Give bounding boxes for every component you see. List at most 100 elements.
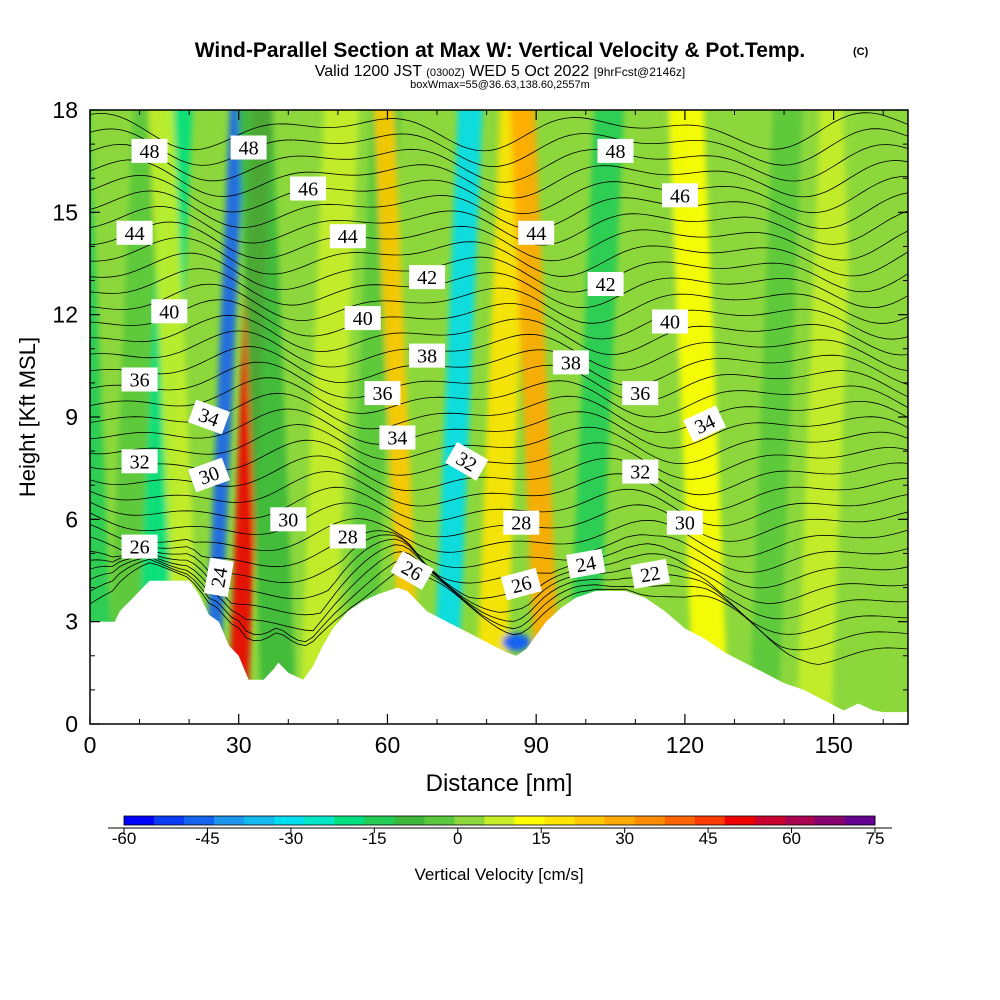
colorbar-swatch [754,816,786,825]
contour-label-text: 34 [387,428,407,450]
contour-label-text: 24 [574,552,598,577]
contour-label: 24 [565,548,606,579]
isentrope-line [90,471,908,511]
contour-label-text: 36 [130,370,150,392]
colorbar-tick-label: -60 [112,829,137,848]
colorbar-swatch [304,816,335,825]
contour-label-text: 24 [207,566,232,590]
contour-label-text: 48 [140,141,160,163]
y-tick-label: 12 [52,302,78,328]
colorbar-swatch [484,816,516,825]
chart-subtitle: Valid 1200 JST (0300Z) WED 5 Oct 2022 [9… [315,63,686,80]
contour-label-text: 22 [639,562,663,587]
isentrope-line [90,439,908,480]
colorbar-tick-label: 30 [615,829,634,848]
velocity-band [570,110,624,629]
isentrope-line [90,221,908,262]
colorbar-swatch [664,816,696,825]
contour-label-box [666,510,703,535]
contour-label: 30 [666,510,703,535]
box-note: boxWmax=55@36.63,138.60,2557m [410,79,590,91]
contour-label-box [121,367,158,392]
colorbar-swatch [124,816,155,825]
contour-label-box [187,399,231,435]
colorbar-tick-label: 60 [782,829,801,848]
contour-label: 48 [230,135,267,160]
contour-label-text: 30 [278,509,298,531]
contour-label: 42 [409,265,446,290]
copyright-mark: (C) [853,46,869,58]
velocity-band [796,110,855,724]
valid-time: Valid 1200 JST [315,63,423,80]
contour-label-text: 30 [675,513,695,535]
colorbar-swatch [454,816,485,825]
contour-label-text: 36 [373,383,393,405]
contour-label-box [683,405,727,443]
colorbar-swatch [844,816,876,825]
contour-label-text: 28 [338,526,358,548]
velocity-band [625,110,689,632]
y-tick-label: 15 [52,199,78,225]
plot-area: 48 48 46 44 44 44 48 46 42 42 40 40 40 38 38 36 36 36 34 34… [90,110,908,724]
y-tick-label: 3 [65,609,78,635]
contour-label: 48 [597,138,634,163]
velocity-band [237,110,296,697]
zulu-time: (0300Z) [426,67,465,79]
contour-label-box [597,138,634,163]
colorbar-swatch [604,816,636,825]
contour-label-box [187,457,231,493]
contour-label: 30 [187,457,231,493]
colorbar-swatch [274,816,305,825]
contour-label-box [151,299,188,324]
contour-label-box [131,138,168,163]
contour-label-box [409,265,446,290]
contour-label-box [230,135,267,160]
colorbar-swatch [634,816,666,825]
isentrope-line [90,424,908,464]
contour-label-box [329,224,366,249]
colorbar-label: Vertical Velocity [cm/s] [414,865,583,884]
velocity-band [206,110,245,653]
contour-label: 26 [121,534,158,559]
isentrope-line [90,377,908,418]
y-axis-label: Height [Kft MSL] [15,337,40,497]
contour-label-box [503,510,540,535]
contour-label: 38 [552,350,589,375]
colorbar-swatch [574,816,606,825]
contour-label: 36 [622,381,659,406]
colorbar-tick-label: -15 [362,829,387,848]
isentrope-line [90,558,908,651]
isentrope-line [90,159,908,199]
isentrope-line [90,128,908,168]
contour-label: 38 [409,343,446,368]
velocity-band [300,110,359,690]
contour-label-text: 44 [526,223,546,245]
contour-label: 44 [329,224,366,249]
colorbar-swatch [514,816,546,825]
colorbar-swatch [184,816,215,825]
contour-label: 32 [121,449,158,474]
contour-label-box [652,309,688,334]
isentrope-line [90,551,908,635]
colorbar-tick-label: 75 [866,829,885,848]
contour-label-text: 44 [125,223,145,245]
colorbar-tick-label: -45 [195,829,220,848]
colorbar-swatch [694,816,726,825]
isentrope-line [90,206,908,246]
x-axis-label: Distance [nm] [426,770,573,797]
isentrope-line [90,502,908,542]
terrain-mask [90,580,908,724]
contour-label-text: 28 [511,513,531,535]
isentrope-line [90,143,908,183]
contour-label-box [390,551,434,590]
x-tick-label: 30 [226,732,252,758]
colorbar-swatch [394,816,425,825]
colorbar-tick-label: 0 [453,829,462,848]
isentrope-line [90,112,908,152]
isentrope-line [90,252,908,293]
isentrope-line [90,346,908,387]
contour-label: 28 [503,510,540,535]
colorbar-swatch [244,816,275,825]
contour-label-text: 48 [606,141,626,163]
